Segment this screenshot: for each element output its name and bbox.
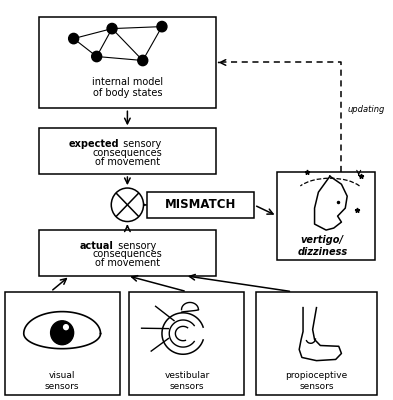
FancyBboxPatch shape [39, 230, 216, 276]
Circle shape [107, 24, 117, 34]
Text: actual: actual [80, 241, 114, 251]
Polygon shape [314, 176, 347, 230]
Circle shape [69, 33, 79, 44]
Text: updating: updating [347, 105, 385, 114]
Text: sensory: sensory [115, 241, 156, 251]
Text: MISMATCH: MISMATCH [165, 198, 236, 212]
FancyBboxPatch shape [129, 292, 244, 395]
Text: of movement: of movement [95, 156, 160, 166]
Text: propioceptive
sensors: propioceptive sensors [285, 371, 347, 390]
Text: visual
sensors: visual sensors [45, 371, 79, 390]
Circle shape [92, 51, 102, 62]
Text: consequences: consequences [92, 148, 162, 158]
FancyBboxPatch shape [5, 292, 120, 395]
Text: of movement: of movement [95, 258, 160, 268]
Circle shape [63, 324, 69, 330]
FancyBboxPatch shape [39, 128, 216, 174]
Polygon shape [24, 312, 101, 349]
Text: consequences: consequences [92, 250, 162, 260]
Circle shape [51, 321, 73, 345]
Text: expected: expected [68, 139, 119, 149]
Text: vertigo/
dizziness: vertigo/ dizziness [297, 235, 347, 257]
FancyBboxPatch shape [277, 172, 375, 260]
Text: internal model
of body states: internal model of body states [92, 77, 163, 98]
FancyBboxPatch shape [147, 192, 254, 218]
Text: sensory: sensory [121, 139, 162, 149]
FancyBboxPatch shape [256, 292, 377, 395]
Circle shape [111, 188, 143, 222]
FancyBboxPatch shape [39, 17, 216, 108]
Circle shape [138, 55, 148, 66]
Circle shape [157, 22, 167, 32]
Text: vestibular
sensors: vestibular sensors [164, 371, 209, 390]
